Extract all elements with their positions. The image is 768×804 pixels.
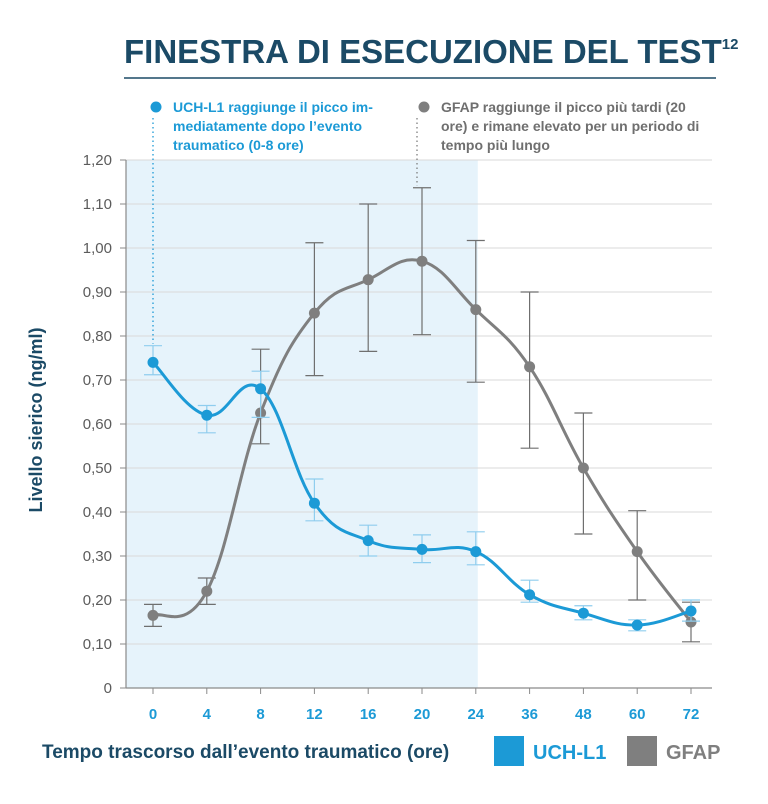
uchl1-point bbox=[308, 497, 320, 509]
gfap-point bbox=[631, 546, 643, 558]
annotation-uchl1-line-2: mediatamente dopo l’evento bbox=[173, 118, 362, 134]
gfap-point bbox=[470, 304, 482, 316]
x-axis-ticks: 0 4 8 12 16 20 24 36 48 60 72 bbox=[149, 688, 700, 723]
uchl1-point bbox=[470, 546, 482, 558]
svg-text:UCH-L1 raggiunge il picco im-: UCH-L1 raggiunge il picco im- mediatamen… bbox=[173, 99, 377, 153]
series-uchl1 bbox=[144, 345, 700, 632]
y-tick-label: 0,70 bbox=[83, 372, 112, 389]
annotation-gfap-bullet bbox=[418, 101, 430, 113]
annotation-uchl1-bullet bbox=[150, 101, 162, 113]
annotation-gfap-line-1: GFAP raggiunge il picco più tardi (20 bbox=[441, 99, 686, 115]
x-tick-label: 72 bbox=[683, 706, 700, 723]
annotation-uchl1-line-3: traumatico (0-8 ore) bbox=[173, 137, 304, 153]
y-axis-label: Livello sierico (ng/ml) bbox=[26, 327, 46, 512]
y-tick-label: 0,30 bbox=[83, 548, 112, 565]
grid-lines bbox=[126, 159, 712, 645]
y-tick-label: 0,90 bbox=[83, 284, 112, 301]
annotation-gfap: GFAP raggiunge il picco più tardi (20 or… bbox=[418, 99, 703, 153]
x-tick-label: 36 bbox=[521, 706, 538, 723]
y-tick-label: 0,10 bbox=[83, 636, 112, 653]
legend-uchl1-label: UCH-L1 bbox=[533, 742, 606, 764]
y-tick-label: 0,40 bbox=[83, 504, 112, 521]
annotation-gfap-line-2: ore) e rimane elevato per un periodo di bbox=[441, 118, 699, 134]
legend-gfap-swatch bbox=[627, 736, 657, 766]
annotation-uchl1-line-1: UCH-L1 raggiunge il picco im- bbox=[173, 99, 373, 115]
gfap-point bbox=[577, 462, 589, 474]
uchl1-point bbox=[685, 605, 697, 617]
y-axis-ticks: 0 0,10 0,20 0,30 0,40 0,50 0,60 0,70 0,80 0,90 1,0… bbox=[83, 152, 126, 697]
x-tick-label: 16 bbox=[360, 706, 377, 723]
svg-text:GFAP raggiunge il picco più ta: GFAP raggiunge il picco più tardi (20 or… bbox=[441, 99, 703, 153]
uchl1-point bbox=[362, 535, 374, 547]
chart-title: FINESTRA DI ESECUZIONE DEL TEST12 bbox=[124, 33, 738, 70]
gfap-point bbox=[362, 274, 374, 286]
y-tick-label: 0,80 bbox=[83, 328, 112, 345]
gfap-point bbox=[147, 609, 159, 621]
y-tick-label: 1,20 bbox=[83, 152, 112, 169]
chart-title-superscript: 12 bbox=[722, 36, 739, 53]
annotation-gfap-line-3: tempo più lungo bbox=[441, 137, 550, 153]
uchl1-point bbox=[416, 543, 428, 555]
annotation-uchl1: UCH-L1 raggiunge il picco im- mediatamen… bbox=[150, 99, 377, 153]
y-tick-label: 0 bbox=[104, 680, 112, 697]
x-tick-label: 48 bbox=[575, 706, 592, 723]
legend-uchl1-swatch bbox=[494, 736, 524, 766]
chart-title-text: FINESTRA DI ESECUZIONE DEL TEST bbox=[124, 33, 722, 70]
y-tick-label: 0,50 bbox=[83, 460, 112, 477]
uchl1-point bbox=[524, 589, 536, 601]
annotation-leaders bbox=[152, 118, 418, 344]
y-tick-label: 0,20 bbox=[83, 592, 112, 609]
uchl1-point bbox=[147, 356, 159, 368]
x-tick-label: 24 bbox=[467, 706, 484, 723]
gfap-point bbox=[685, 616, 697, 628]
x-tick-label: 8 bbox=[256, 706, 264, 723]
y-tick-label: 1,10 bbox=[83, 196, 112, 213]
gfap-point bbox=[308, 307, 320, 319]
x-tick-label: 4 bbox=[203, 706, 212, 723]
x-tick-label: 60 bbox=[629, 706, 646, 723]
gfap-point bbox=[524, 361, 536, 373]
x-tick-label: 20 bbox=[414, 706, 431, 723]
gfap-point bbox=[201, 585, 213, 597]
gfap-point bbox=[416, 255, 428, 267]
legend-gfap-label: GFAP bbox=[666, 742, 720, 764]
legend: UCH-L1 GFAP bbox=[494, 736, 720, 766]
series-gfap bbox=[144, 187, 700, 643]
uchl1-point bbox=[255, 383, 267, 395]
uchl1-point bbox=[201, 409, 213, 421]
x-tick-label: 12 bbox=[306, 706, 323, 723]
y-tick-label: 0,60 bbox=[83, 416, 112, 433]
y-tick-label: 1,00 bbox=[83, 240, 112, 257]
x-tick-label: 0 bbox=[149, 706, 157, 723]
uchl1-point bbox=[577, 607, 589, 619]
uchl1-point bbox=[631, 619, 643, 631]
x-axis-label: Tempo trascorso dall’evento traumatico (… bbox=[42, 742, 449, 763]
